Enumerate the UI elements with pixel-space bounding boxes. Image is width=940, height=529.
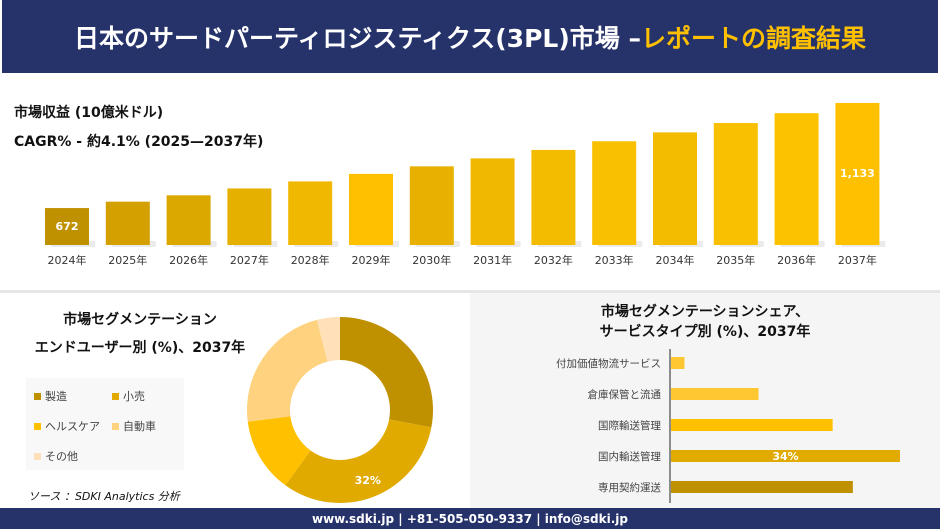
category-label: 国内輸送管理 xyxy=(598,450,661,463)
category-label: 付加価値物流サービス xyxy=(556,357,661,370)
x-tick-label: 2036年 xyxy=(777,253,816,267)
bar-付加価値物流サービス xyxy=(671,357,685,369)
bar-2026年 xyxy=(166,195,211,245)
legend-item: 小売 xyxy=(112,388,145,404)
bar-2025年 xyxy=(105,201,150,245)
bar-2033年 xyxy=(592,141,637,245)
donut-title-1: 市場セグメンテーション xyxy=(63,312,217,328)
bar-2035年 xyxy=(713,123,758,245)
bar-国際輸送管理 xyxy=(671,419,833,431)
end-user-donut-chart: 32% xyxy=(247,317,433,503)
x-tick-label: 2037年 xyxy=(838,253,877,267)
x-tick-label: 2033年 xyxy=(595,253,634,267)
legend-label: 自動車 xyxy=(123,420,156,433)
x-tick-label: 2025年 xyxy=(108,253,147,267)
hbar-title-1: 市場セグメンテーションシェア、 xyxy=(600,304,810,320)
bar-2031年 xyxy=(470,158,515,245)
header-banner: 日本のサードパーティロジスティクス(3PL)市場 – レポートの調査結果 xyxy=(2,0,938,73)
donut-slice-製造 xyxy=(340,317,433,428)
legend-item: 製造 xyxy=(34,388,67,404)
x-tick-label: 2024年 xyxy=(48,253,87,267)
x-tick-label: 2027年 xyxy=(230,253,269,267)
title-accent: レポートの調査結果 xyxy=(640,23,866,53)
cagr-label: CAGR% - 約4.1% (2025—2037年) xyxy=(14,134,264,150)
bar-2032年 xyxy=(531,149,576,245)
legend-swatch xyxy=(112,422,119,430)
bar-2028年 xyxy=(288,181,333,245)
legend-swatch xyxy=(34,422,41,430)
donut-slice-ヘルスケア xyxy=(247,416,311,486)
data-label: 34% xyxy=(772,450,798,463)
source-note: ソース ：SDKI Analytics 分析 xyxy=(28,490,180,503)
legend-swatch xyxy=(34,452,41,460)
bar-国内輸送管理 xyxy=(671,450,900,462)
legend-item: その他 xyxy=(34,448,78,464)
x-tick-label: 2034年 xyxy=(656,253,695,267)
data-label: 32% xyxy=(355,474,381,487)
bar-2024年 xyxy=(45,208,89,245)
x-tick-label: 2028年 xyxy=(291,253,330,267)
legend-swatch xyxy=(34,392,41,400)
divider xyxy=(0,290,940,293)
bar-2027年 xyxy=(227,188,272,245)
legend-swatch xyxy=(112,392,119,400)
bar-2037年 xyxy=(835,102,880,246)
bar-2029年 xyxy=(349,173,393,245)
revenue-label: 市場収益 (10億米ドル) xyxy=(14,105,164,121)
x-tick-label: 2035年 xyxy=(716,253,755,267)
donut-legend: 製造 小売ヘルスケア 自動車その他 xyxy=(26,378,184,470)
bar-2030年 xyxy=(409,166,454,245)
data-label: 672 xyxy=(56,220,79,233)
donut-slice-小売 xyxy=(285,419,432,503)
donut-slice-その他 xyxy=(316,317,340,362)
x-tick-label: 2026年 xyxy=(169,253,208,267)
category-label: 国際輸送管理 xyxy=(598,419,661,432)
x-tick-label: 2030年 xyxy=(412,253,451,267)
footer-contact: www.sdki.jp | +81-505-050-9337 | info@sd… xyxy=(0,508,940,529)
x-tick-label: 2029年 xyxy=(352,253,391,267)
bar-専用契約運送 xyxy=(671,481,853,493)
legend-item: ヘルスケア xyxy=(34,418,100,434)
bar-倉庫保管と流通 xyxy=(671,388,759,400)
legend-item: 自動車 xyxy=(112,418,156,434)
bar-2034年 xyxy=(653,132,697,245)
legend-label: ヘルスケア xyxy=(45,420,100,433)
hbar-title-2: サービスタイプ別 (%)、2037年 xyxy=(599,324,811,340)
legend-label: 小売 xyxy=(123,390,145,403)
title-main: 日本のサードパーティロジスティクス(3PL)市場 – xyxy=(74,23,641,53)
x-tick-label: 2031年 xyxy=(473,253,512,267)
category-label: 専用契約運送 xyxy=(598,481,661,494)
x-tick-label: 2032年 xyxy=(534,253,573,267)
category-label: 倉庫保管と流通 xyxy=(588,388,662,401)
data-label: 1,133 xyxy=(840,167,875,180)
legend-label: 製造 xyxy=(45,390,67,403)
donut-slice-自動車 xyxy=(247,319,328,422)
donut-title-2: エンドユーザー別 (%)、2037年 xyxy=(34,340,246,356)
service-type-panel xyxy=(470,293,940,508)
legend-label: その他 xyxy=(45,450,78,463)
revenue-bar-chart: 2024年 672 2025年 2026年 2027年 2028年 2029年 2030年 20… xyxy=(45,102,886,267)
bar-2036年 xyxy=(774,113,819,245)
